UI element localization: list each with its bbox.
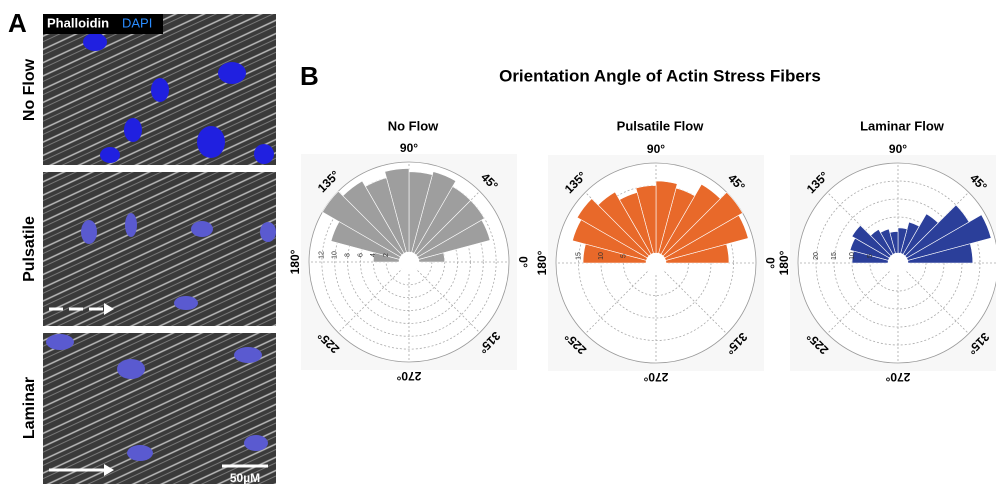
r-tick-label: 5 — [867, 254, 874, 258]
r-tick-label: 10 — [598, 252, 605, 260]
micrograph — [43, 172, 276, 326]
center-hole — [646, 253, 666, 273]
theta-tick-label: 90° — [400, 141, 418, 155]
panel-label: B — [300, 61, 319, 91]
row-label: No Flow — [21, 58, 38, 121]
theta-tick-label: 90° — [647, 142, 665, 156]
row-label: Laminar — [21, 377, 38, 439]
stain-label: Phalloidin — [47, 15, 109, 30]
r-tick-label: 15 — [831, 252, 838, 260]
r-tick-label: 6 — [357, 253, 364, 257]
page: {"panel_a": {"label": "A", "stain_1": "P… — [0, 0, 996, 491]
r-tick-label: 20 — [813, 252, 820, 260]
r-tick-label: 8 — [344, 253, 351, 257]
figure: A Phalloidin DAPI 50µM No Flow Pulsatile… — [0, 0, 996, 486]
r-tick-label: 10 — [332, 251, 339, 259]
theta-tick-label: 180° — [535, 250, 549, 275]
scale-bar-label: 50µM — [230, 471, 260, 485]
stain-label: DAPI — [122, 15, 152, 30]
theta-tick-label: 0° — [763, 257, 777, 269]
center-hole — [888, 253, 908, 273]
rose-chart: 51015200°45°90°135°180°225°270°315° — [777, 142, 996, 384]
center-hole — [399, 252, 419, 272]
theta-tick-label: 90° — [889, 142, 907, 156]
r-tick-label: 2 — [383, 253, 390, 257]
r-tick-label: 10 — [849, 252, 856, 260]
row-label: Pulsatile — [21, 216, 38, 282]
r-tick-label: 5 — [620, 254, 627, 258]
theta-tick-label: 270° — [396, 369, 421, 383]
panel-label: A — [8, 8, 27, 38]
theta-tick-label: 180° — [777, 250, 791, 275]
chart-title: No Flow — [388, 118, 439, 133]
r-tick-label: 12 — [319, 251, 326, 259]
r-tick-label: 4 — [370, 253, 377, 257]
chart-title: Laminar Flow — [860, 118, 945, 133]
figure-title: Orientation Angle of Actin Stress Fibers — [499, 66, 821, 85]
theta-tick-label: 0° — [516, 256, 530, 268]
theta-tick-label: 270° — [885, 370, 910, 384]
chart-title: Pulsatile Flow — [617, 118, 705, 133]
micrographs: Phalloidin DAPI 50µM No Flow Pulsatile L… — [21, 14, 276, 485]
r-tick-label: 15 — [575, 252, 582, 260]
theta-tick-label: 270° — [643, 370, 668, 384]
theta-tick-label: 180° — [288, 249, 302, 274]
